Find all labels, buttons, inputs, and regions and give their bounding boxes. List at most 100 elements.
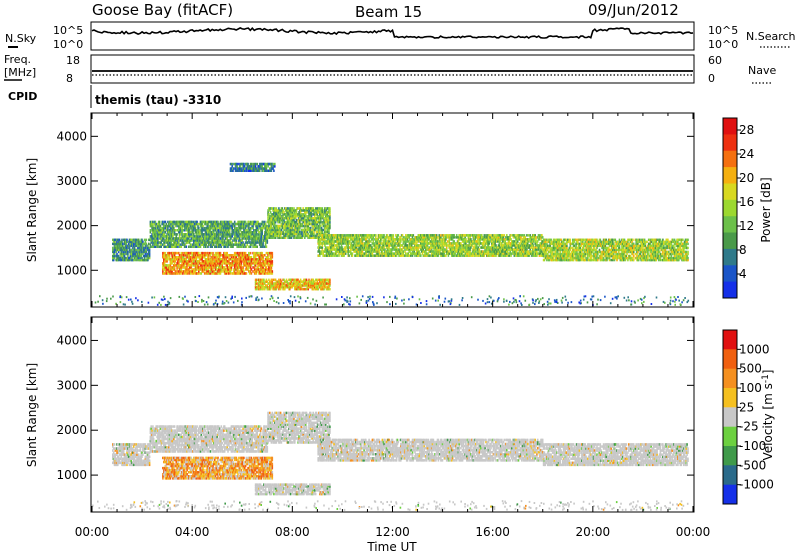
echo-cell — [175, 251, 178, 255]
echo-cell — [237, 243, 239, 246]
echo-cell — [120, 258, 122, 262]
echo-cell — [257, 262, 259, 265]
echo-cell — [282, 236, 284, 239]
echo-cell — [312, 234, 314, 238]
echo-cell — [329, 222, 331, 226]
echo-cell — [232, 245, 234, 248]
echo-cell — [328, 280, 330, 283]
echo-cell — [185, 258, 188, 261]
echo-cell — [243, 258, 246, 261]
echo-cell — [218, 268, 220, 271]
echo-cell — [256, 229, 258, 232]
echo-cell — [223, 254, 225, 257]
echo-cell — [348, 254, 350, 257]
echo-cell — [201, 239, 203, 242]
echo-cell — [329, 213, 331, 216]
echo-cell — [273, 282, 275, 285]
echo-cell — [152, 231, 155, 234]
echo-cell — [312, 286, 314, 289]
echo-cell — [380, 246, 383, 249]
echo-cell — [174, 229, 177, 232]
echo-cell — [181, 262, 183, 265]
echo-cell — [289, 278, 292, 282]
echo-cell — [268, 234, 270, 238]
echo-cell — [319, 218, 322, 222]
echo-cell — [224, 260, 227, 263]
echo-cell — [127, 246, 129, 250]
echo-cell — [152, 222, 154, 226]
echo-cell — [410, 252, 412, 255]
echo-cell — [252, 239, 254, 242]
echo-cell — [240, 241, 243, 244]
echo-cell — [243, 231, 246, 234]
echo-cell — [203, 266, 205, 269]
echo-cell — [258, 270, 261, 273]
echo-cell — [268, 258, 270, 261]
echo-cell — [354, 244, 357, 247]
echo-cell — [121, 250, 123, 254]
echo-cell — [288, 213, 290, 216]
echo-cell — [309, 234, 311, 238]
echo-cell — [284, 236, 287, 239]
echo-cell — [169, 260, 172, 263]
echo-cell — [223, 239, 226, 242]
echo-cell — [331, 240, 334, 243]
echo-cell — [183, 233, 186, 236]
echo-cell — [366, 236, 369, 239]
echo-cell — [264, 282, 266, 285]
echo-cell — [182, 264, 184, 267]
echo-cell — [198, 237, 201, 240]
echo-cell — [179, 243, 182, 246]
echo-cell — [193, 239, 196, 242]
echo-cell — [206, 220, 208, 224]
echo-cell — [314, 222, 317, 226]
echo-cell — [152, 220, 154, 224]
echo-cell — [375, 254, 378, 257]
echo-cell — [176, 239, 178, 242]
echo-cell — [164, 258, 167, 261]
echo-cell — [233, 270, 236, 273]
echo-cell — [182, 241, 184, 244]
echo-cell — [270, 251, 273, 255]
echo-cell — [180, 224, 183, 228]
echo-cell — [243, 270, 245, 273]
echo-cell — [162, 270, 164, 273]
echo-cell — [274, 282, 277, 285]
echo-cell — [128, 256, 131, 260]
echo-cell — [256, 262, 258, 265]
echo-cell — [325, 226, 328, 230]
echo-cell — [378, 234, 380, 237]
echo-cell — [259, 239, 262, 242]
echo-cell — [264, 262, 266, 265]
echo-cell — [342, 234, 344, 237]
echo-cell — [345, 250, 348, 253]
echo-cell — [415, 240, 417, 243]
echo-cell — [252, 245, 254, 248]
echo-cell — [245, 245, 248, 248]
echo-cell — [213, 266, 215, 269]
echo-cell — [142, 248, 145, 252]
echo-cell — [347, 246, 349, 249]
echo-cell — [227, 235, 229, 238]
echo-cell — [412, 240, 415, 243]
echo-cell — [249, 220, 252, 224]
echo-cell — [396, 240, 399, 243]
echo-cell — [255, 239, 258, 242]
echo-cell — [299, 209, 302, 212]
echo-cell — [371, 242, 374, 245]
echo-cell — [242, 235, 244, 238]
echo-cell — [229, 264, 232, 267]
echo-cell — [289, 220, 291, 224]
echo-cell — [193, 243, 195, 246]
echo-cell — [249, 270, 252, 273]
echo-cell — [429, 240, 431, 243]
echo-cell — [329, 220, 331, 224]
echo-cell — [224, 222, 227, 226]
echo-cell — [312, 284, 314, 287]
echo-cell — [132, 244, 135, 248]
echo-cell — [160, 233, 162, 236]
echo-cell — [271, 272, 274, 275]
echo-cell — [278, 226, 280, 230]
echo-cell — [351, 252, 354, 255]
echo-cell — [231, 235, 233, 238]
